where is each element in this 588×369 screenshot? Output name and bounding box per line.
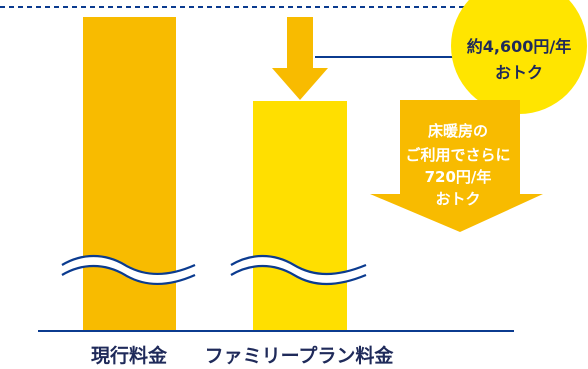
floor-heating-saving-arrow: [370, 100, 543, 232]
bar-family-plan-price: [253, 101, 347, 330]
axis-break-family-bottom: [230, 265, 367, 285]
axis-break-marks: [59, 255, 369, 285]
axis-break-family-top: [230, 255, 367, 275]
saving-callout-circle: [451, 0, 587, 114]
axis-break-current-top: [61, 255, 196, 275]
axis-break-current: [59, 255, 198, 285]
saving-amount-text: 約4,600円/年: [467, 37, 571, 56]
axis-break-lines: [61, 255, 367, 285]
axis-break-current-bottom: [61, 265, 196, 285]
category-label-current: 現行料金: [91, 344, 168, 367]
axis-break-family: [228, 255, 369, 285]
floor-heating-text-line1: 床暖房の: [428, 122, 488, 140]
floor-heating-text-line3: 720円/年: [425, 168, 492, 186]
category-label-family-plan: ファミリープラン料金: [205, 344, 395, 367]
price-drop-arrow: [272, 17, 328, 100]
saving-otoku-text: おトク: [495, 63, 543, 82]
floor-heating-text-line4: おトク: [435, 190, 480, 208]
floor-heating-text-line2: ご利用でさらに: [405, 146, 510, 164]
